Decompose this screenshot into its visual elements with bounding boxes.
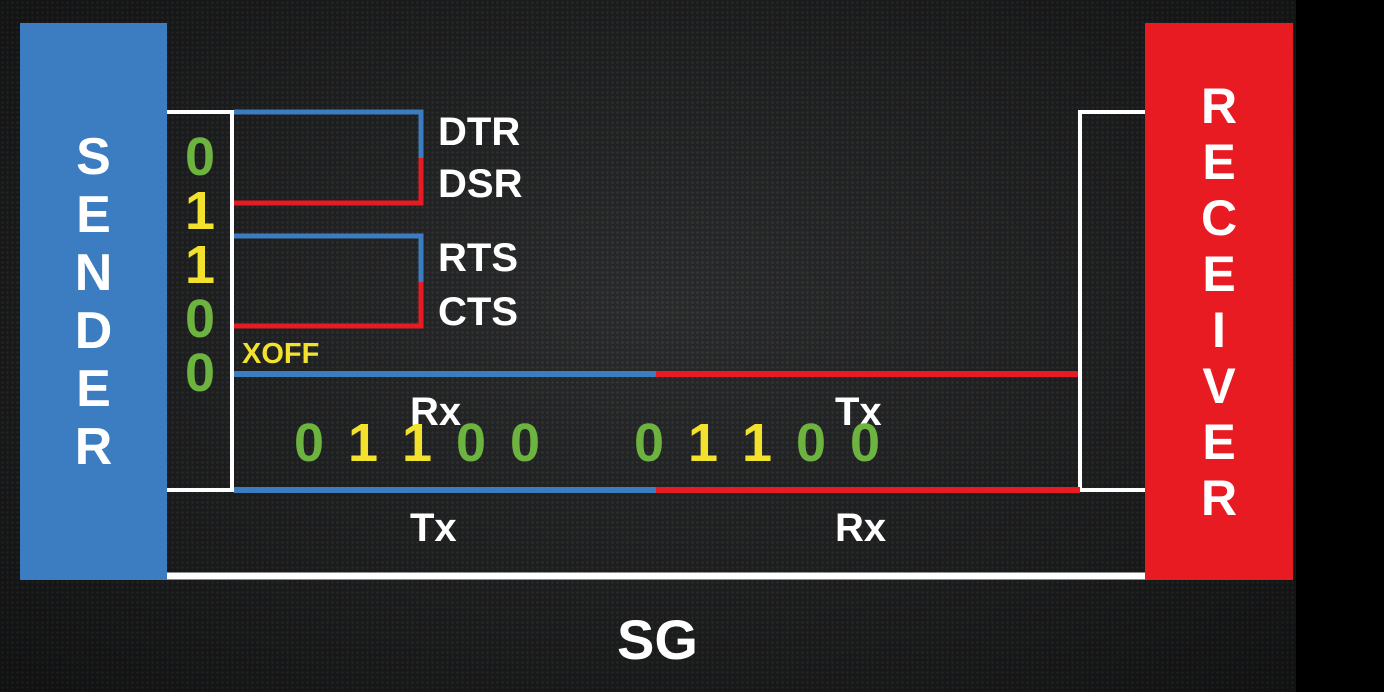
receiver-letter: I (1212, 301, 1226, 358)
rx-label-receiver-side: Rx (835, 506, 887, 550)
sender-letter: R (74, 417, 113, 476)
bit: 0 (509, 413, 541, 473)
dtr-wire (234, 109, 424, 158)
bit: 0 (184, 289, 216, 349)
receiver-letter: E (1202, 245, 1236, 302)
bit: 1 (184, 235, 216, 295)
receiver-letter: V (1202, 357, 1236, 414)
dtr-label: DTR (438, 110, 521, 154)
bit: 0 (795, 413, 827, 473)
sender-letter: E (76, 185, 111, 244)
bit: 0 (184, 343, 216, 403)
bit: 1 (687, 413, 719, 473)
dsr-wire (234, 158, 424, 206)
dsr-label: DSR (438, 162, 523, 206)
frame-right (1078, 110, 1145, 492)
receiver-letter: R (1200, 77, 1238, 134)
receiver-letter: R (1200, 469, 1238, 526)
xoff-label: XOFF (242, 338, 320, 370)
bit: 0 (633, 413, 665, 473)
receiver-letter: C (1200, 189, 1238, 246)
receiver-letter: E (1202, 413, 1236, 470)
sender-letter: D (74, 301, 113, 360)
frame-top-left (167, 110, 234, 492)
signal-ground-label: SG (617, 608, 698, 671)
bit: 1 (184, 181, 216, 241)
rx-label-sender-side: Rx (410, 390, 462, 434)
tx-label-receiver-side: Tx (835, 390, 882, 434)
bit: 0 (293, 413, 325, 473)
rts-wire (234, 233, 424, 282)
receiver-letter: E (1202, 133, 1236, 190)
bit: 0 (849, 413, 881, 473)
bit: 0 (455, 413, 487, 473)
bit: 1 (741, 413, 773, 473)
sender-letter: E (76, 359, 111, 418)
sender-letter: N (74, 243, 113, 302)
cts-wire (234, 282, 424, 329)
bit: 1 (401, 413, 433, 473)
rts-label: RTS (438, 236, 518, 280)
wiring-diagram (167, 109, 1145, 580)
bit: 0 (184, 127, 216, 187)
bit: 1 (347, 413, 379, 473)
sender-letter: S (76, 127, 111, 186)
tx-label-sender-side: Tx (410, 506, 457, 550)
cts-label: CTS (438, 290, 518, 334)
